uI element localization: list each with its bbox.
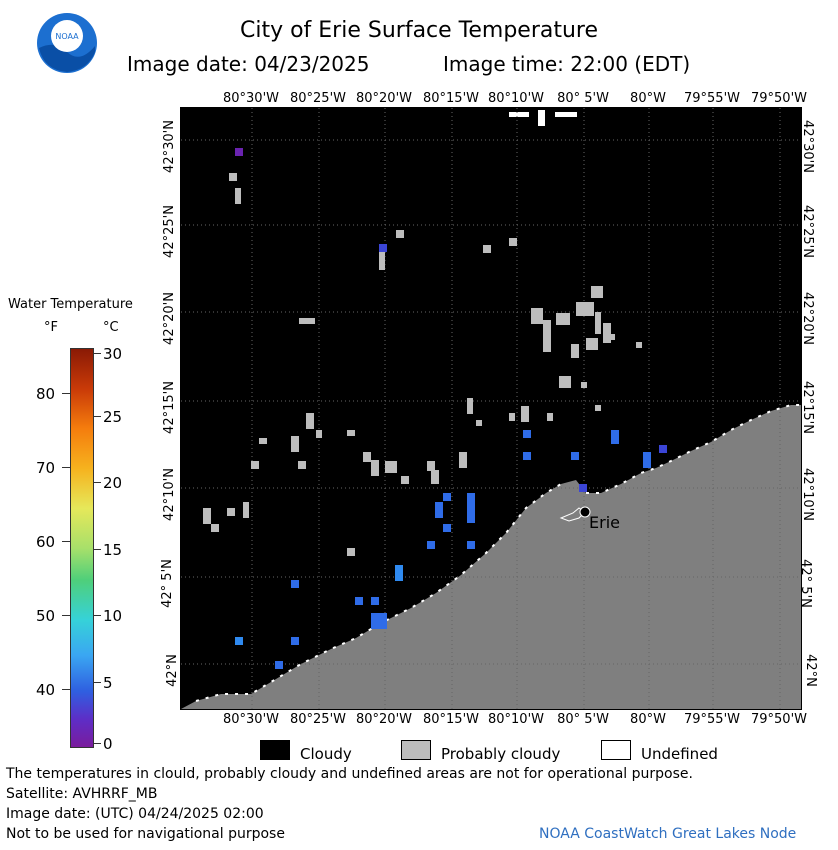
f-tick: 40: [36, 681, 56, 699]
lon-label: 79°50'W: [750, 91, 808, 106]
lat-label: 42°30'N: [799, 120, 815, 173]
lon-label: 80°W: [630, 712, 666, 727]
lon-label: 80°20'W: [355, 712, 413, 727]
c-tick: 15: [103, 541, 123, 559]
erie-marker: [579, 506, 591, 518]
lat-label: 42°10'N: [161, 468, 177, 521]
lon-label: 80° 5'W: [557, 91, 609, 106]
key-label-undefined: Undefined: [641, 745, 718, 763]
tick-mark: [93, 743, 101, 744]
f-tick: 80: [36, 385, 56, 403]
f-tick: 70: [36, 459, 56, 477]
tick-mark: [62, 541, 70, 542]
unit-fahrenheit: °F: [44, 320, 58, 335]
key-swatch-undefined: [601, 740, 631, 760]
tick-mark: [62, 467, 70, 468]
probably-cloudy-patches: [203, 173, 642, 556]
key-swatch-probably-cloudy: [401, 740, 431, 760]
c-tick: 0: [103, 735, 113, 753]
f-tick: 50: [36, 607, 56, 625]
svg-text:NOAA: NOAA: [55, 32, 79, 41]
utc-date-text: Image date: (UTC) 04/24/2025 02:00: [6, 806, 264, 822]
lon-label: 80°25'W: [289, 712, 347, 727]
disclaimer-text: The temperatures in clould, probably clo…: [6, 766, 693, 782]
lon-label: 80°25'W: [289, 91, 347, 106]
image-time: Image time: 22:00 (EDT): [443, 52, 691, 76]
tick-mark: [93, 353, 101, 354]
lat-label: 42°25'N: [161, 205, 177, 258]
lon-label: 80°15'W: [422, 712, 480, 727]
lat-label: 42°30'N: [161, 120, 177, 173]
tick-mark: [93, 682, 101, 683]
map-title: City of Erie Surface Temperature: [239, 18, 599, 43]
lon-label: 80°30'W: [222, 91, 280, 106]
lat-label: 42°10'N: [799, 468, 815, 521]
legend-title: Water Temperature: [8, 297, 133, 312]
c-tick: 5: [103, 674, 113, 692]
c-tick: 30: [103, 345, 123, 363]
lon-label: 79°55'W: [683, 712, 741, 727]
noaa-logo: NOAA: [36, 12, 98, 74]
satellite-text: Satellite: AVHRRF_MB: [6, 786, 158, 802]
lon-label: 80° 5'W: [557, 712, 609, 727]
c-tick: 10: [103, 607, 123, 625]
undefined-area: [555, 112, 577, 117]
tick-mark: [62, 393, 70, 394]
c-tick: 20: [103, 474, 123, 492]
lat-label: 42°15'N: [799, 381, 815, 434]
sst-pixels: [235, 148, 667, 669]
undefined-area: [538, 110, 545, 126]
lat-label: 42°15'N: [161, 381, 177, 434]
tick-mark: [93, 549, 101, 550]
tick-mark: [93, 615, 101, 616]
color-bar: [70, 348, 94, 748]
lon-label: 79°50'W: [750, 712, 808, 727]
undefined-area: [509, 112, 529, 117]
lat-label: 42°20'N: [799, 292, 815, 345]
lon-label: 80°15'W: [422, 91, 480, 106]
lat-label: 42° 5'N: [159, 559, 175, 608]
c-tick: 25: [103, 408, 123, 426]
key-swatch-cloudy: [260, 740, 290, 760]
tick-mark: [93, 482, 101, 483]
lat-label: 42°20'N: [161, 292, 177, 345]
lon-label: 80°W: [630, 91, 666, 106]
lat-label: 42°N: [802, 654, 818, 687]
lon-label: 79°55'W: [683, 91, 741, 106]
lon-label: 80°30'W: [222, 712, 280, 727]
graticule: [181, 108, 801, 709]
key-label-probably-cloudy: Probably cloudy: [441, 745, 561, 763]
lon-label: 80°20'W: [355, 91, 413, 106]
map-canvas: [181, 108, 801, 709]
nav-warning-text: Not to be used for navigational purpose: [6, 826, 285, 842]
image-date: Image date: 04/23/2025: [127, 52, 370, 76]
lat-label: 42°25'N: [799, 205, 815, 258]
city-label-erie: Erie: [589, 513, 620, 532]
unit-celsius: °C: [103, 320, 119, 335]
lon-label: 80°10'W: [487, 91, 545, 106]
lat-label: 42°N: [164, 654, 180, 687]
shoreline-undefined: [195, 483, 562, 702]
tick-mark: [62, 689, 70, 690]
lon-label: 80°10'W: [487, 712, 545, 727]
land-mass: [181, 405, 801, 709]
f-tick: 60: [36, 533, 56, 551]
tick-mark: [62, 615, 70, 616]
map-area: Erie: [180, 107, 802, 710]
key-label-cloudy: Cloudy: [300, 745, 352, 763]
credit-text: NOAA CoastWatch Great Lakes Node: [539, 826, 797, 842]
tick-mark: [93, 416, 101, 417]
